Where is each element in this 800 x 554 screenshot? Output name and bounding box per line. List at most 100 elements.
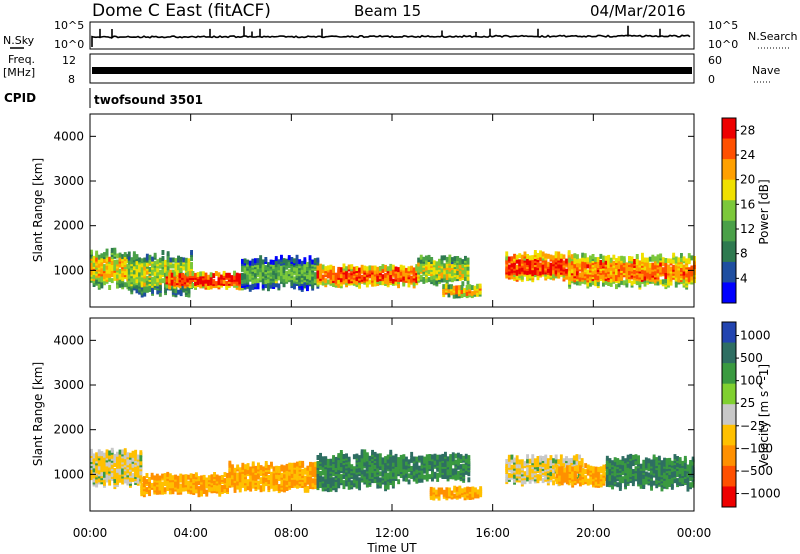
echo-cell <box>657 455 661 461</box>
echo-cell <box>505 459 509 464</box>
echo-cell <box>625 266 629 272</box>
echo-cell <box>321 456 325 462</box>
y-tick-label: 3000 <box>53 378 84 392</box>
echo-cell <box>332 455 335 461</box>
echo-cell <box>432 495 436 501</box>
nsky-panel: N.Sky 10^5 10^0 10^5 10^0 N.Search <box>3 19 798 51</box>
echo-cell <box>609 257 613 263</box>
echo-cell <box>371 281 374 287</box>
echo-cell <box>539 467 542 473</box>
echo-cell <box>637 455 640 461</box>
echo-cell <box>108 262 112 268</box>
echo-cell <box>378 457 382 463</box>
colorbar-swatch <box>722 363 736 385</box>
echo-cell <box>295 258 299 264</box>
echo-cell <box>373 470 377 475</box>
echo-cell <box>326 279 330 285</box>
echo-band-5 <box>316 263 419 289</box>
echo-cell <box>303 467 307 473</box>
echo-cell <box>528 464 532 470</box>
echo-cell <box>579 475 582 481</box>
echo-cell <box>456 274 460 280</box>
echo-cell <box>270 461 273 467</box>
echo-cell <box>386 266 390 272</box>
echo-cell <box>155 489 159 495</box>
echo-cell <box>552 269 555 275</box>
echo-cell <box>646 265 650 271</box>
echo-cell <box>287 275 291 281</box>
echo-cell <box>303 257 307 263</box>
echo-cell <box>334 481 338 487</box>
echo-cell <box>611 476 614 482</box>
echo-cell <box>345 475 348 481</box>
echo-cell <box>404 267 408 273</box>
echo-cell <box>233 471 237 477</box>
echo-cell <box>459 468 463 474</box>
echo-cell <box>425 277 428 283</box>
echo-cell <box>376 483 380 489</box>
echo-cell <box>360 264 364 270</box>
echo-cell <box>143 291 147 297</box>
echo-cell <box>100 465 104 471</box>
nsky-label: N.Sky <box>3 34 35 47</box>
echo-cell <box>466 269 470 275</box>
echo-cell <box>526 476 529 482</box>
echo-cell <box>103 458 106 464</box>
echo-cell <box>293 276 296 282</box>
echo-cell <box>293 258 296 264</box>
echo-cell <box>536 478 540 484</box>
echo-cell <box>505 251 509 257</box>
echo-cell <box>536 456 540 461</box>
echo-cell <box>123 282 127 288</box>
echo-cell <box>350 264 354 270</box>
echo-cell <box>507 264 511 270</box>
echo-cell <box>449 454 453 460</box>
echo-cell <box>376 276 380 282</box>
echo-cell <box>175 270 179 276</box>
echo-cell <box>562 254 566 260</box>
colorbar-swatch <box>722 424 736 446</box>
nave-tick-top: 60 <box>708 54 722 67</box>
echo-cell <box>282 266 286 272</box>
echo-cell <box>199 275 203 281</box>
echo-cell <box>617 260 621 266</box>
echo-cell <box>381 268 385 274</box>
echo-cell <box>690 265 694 271</box>
echo-cell <box>607 281 611 286</box>
echo-cell <box>637 479 640 485</box>
echo-cell <box>132 269 136 275</box>
echo-cell <box>560 474 564 480</box>
echo-cell <box>646 257 650 263</box>
echo-cell <box>648 274 652 280</box>
echo-cell <box>536 460 540 466</box>
echo-cell <box>213 472 216 477</box>
echo-cell <box>129 458 132 464</box>
echo-cell <box>415 276 419 282</box>
echo-band-8 <box>555 463 608 488</box>
echo-cell <box>674 282 678 288</box>
echo-cell <box>187 480 190 486</box>
echo-cell <box>272 282 276 287</box>
echo-cell <box>630 256 634 262</box>
echo-cell <box>523 269 527 275</box>
echo-cell <box>337 463 341 469</box>
echo-cell <box>581 260 585 266</box>
echo-cell <box>300 260 304 266</box>
echo-cell <box>161 250 165 255</box>
colorbar-swatch <box>722 383 736 405</box>
echo-cell <box>199 271 203 277</box>
echo-cell <box>536 253 540 258</box>
echo-cell <box>158 283 162 289</box>
echo-cell <box>126 478 130 484</box>
echo-cell <box>384 484 387 490</box>
echo-cell <box>90 249 93 255</box>
echo-cell <box>594 470 598 476</box>
echo-cell <box>428 454 432 459</box>
echo-cell <box>687 267 691 273</box>
echo-cell <box>136 454 140 460</box>
echo-cell <box>92 255 96 261</box>
echo-cell <box>417 257 421 263</box>
echo-cell <box>584 463 588 469</box>
echo-cell <box>171 475 175 481</box>
